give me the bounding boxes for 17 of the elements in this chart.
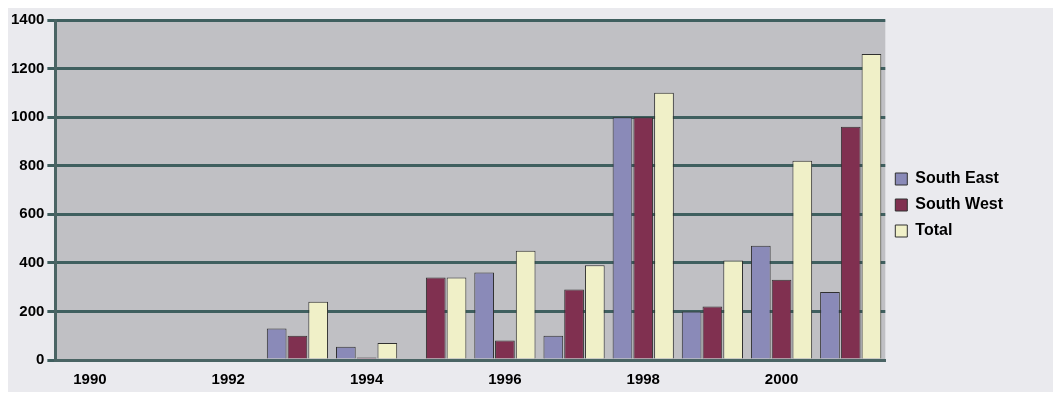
y-tick-label: 800 <box>19 155 45 173</box>
x-tick-label: 1994 <box>349 370 384 388</box>
y-tick-label: 1200 <box>10 58 45 76</box>
x-tick-label: 1998 <box>626 370 660 388</box>
x-tick-label: 1992 <box>211 370 245 388</box>
y-tick-label: 0 <box>36 350 45 368</box>
legend-label: Total <box>915 221 953 239</box>
x-tick-label: 1996 <box>488 370 522 388</box>
y-tick-label: 1400 <box>10 10 45 28</box>
x-tick-label: 1990 <box>73 370 107 388</box>
x-tick-label: 2000 <box>764 370 799 388</box>
y-tick-label: 200 <box>19 301 45 319</box>
legend-label: South West <box>915 195 1004 213</box>
y-tick-label: 1000 <box>10 107 45 125</box>
y-tick-label: 400 <box>19 253 45 270</box>
legend-label: South East <box>915 169 1000 187</box>
y-tick-label: 600 <box>19 204 45 222</box>
